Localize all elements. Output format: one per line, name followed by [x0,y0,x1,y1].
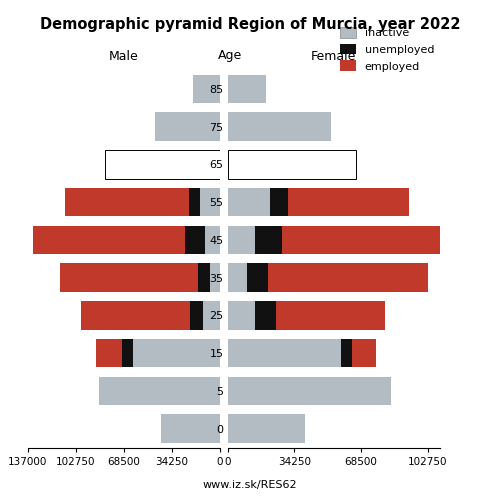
Bar [352,339,376,368]
Bar [247,264,268,292]
Bar [198,264,210,292]
Bar [228,264,247,292]
Bar [228,74,266,103]
Bar [228,414,306,443]
Bar [190,301,203,330]
Bar [81,301,190,330]
Legend: inactive, unemployed, employed: inactive, unemployed, employed [336,22,438,76]
Bar [255,301,276,330]
Text: Female: Female [311,50,356,62]
Bar [210,264,220,292]
Bar [340,339,352,368]
Bar [60,264,198,292]
Bar [33,226,185,254]
Bar [200,188,220,216]
Bar [99,376,220,405]
Text: Male: Male [109,50,138,62]
Bar [204,226,220,254]
Bar [228,150,356,178]
Bar [268,264,428,292]
Bar [66,188,189,216]
Bar [228,188,270,216]
Bar [255,226,282,254]
Bar [133,339,220,368]
Bar [228,226,255,254]
Bar [105,150,220,178]
Bar [228,376,392,405]
Bar [96,339,122,368]
Bar [228,339,340,368]
Text: Demographic pyramid Region of Murcia, year 2022: Demographic pyramid Region of Murcia, ye… [40,18,460,32]
Bar [161,414,220,443]
Bar [288,188,409,216]
Text: Age: Age [218,50,242,62]
Bar [270,188,288,216]
Bar [203,301,220,330]
Bar [185,226,204,254]
Bar [276,301,386,330]
Bar [189,188,200,216]
Bar [282,226,446,254]
Bar [194,74,220,103]
Text: www.iz.sk/RES62: www.iz.sk/RES62 [202,480,298,490]
Bar [122,339,133,368]
Bar [156,112,220,141]
Bar [228,301,255,330]
Bar [228,112,331,141]
